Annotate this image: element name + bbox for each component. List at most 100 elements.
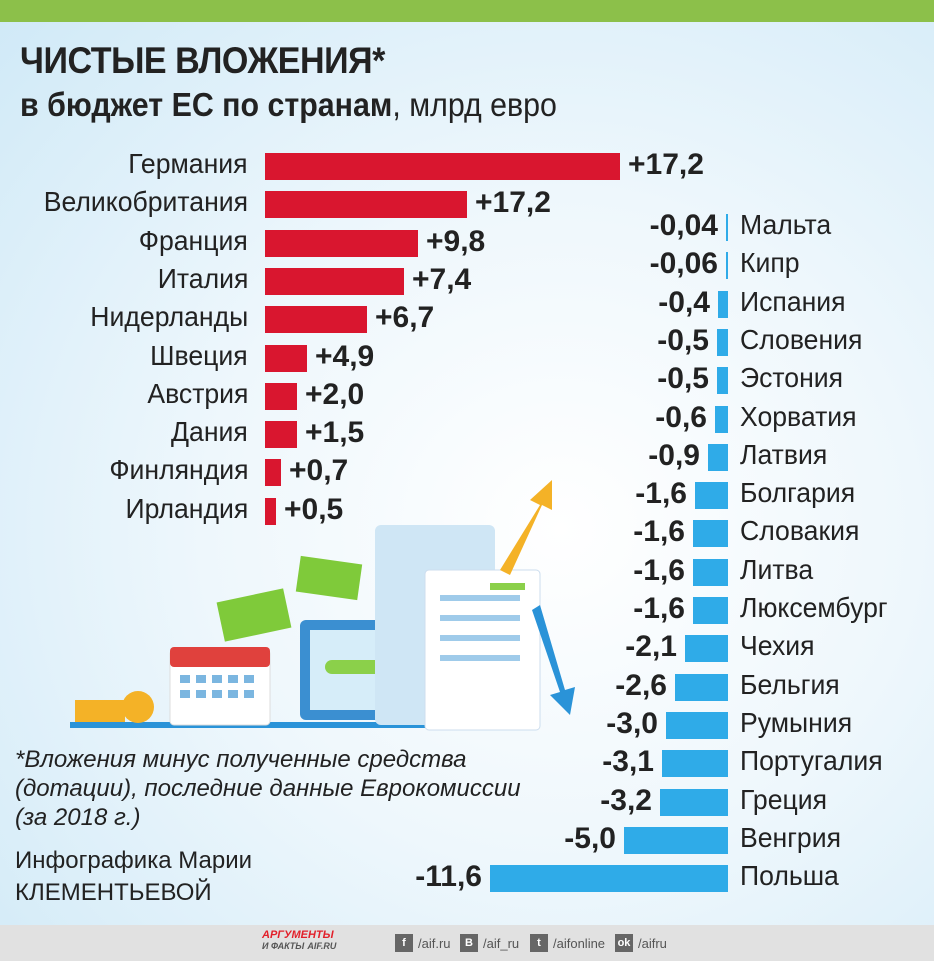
bar-negative [685,635,728,663]
value-label: -2,1 [625,630,677,664]
footnote: *Вложения минус полученные средства (дот… [15,746,521,831]
country-label: Великобритания [43,186,248,218]
value-label: -1,6 [635,477,687,511]
country-label: Португалия [740,745,883,777]
credit-author: КЛЕМЕНТЬЕВОЙ [15,879,212,906]
bar-negative [693,597,728,624]
bar-positive [265,191,467,219]
country-label: Бельгия [740,668,840,700]
country-label: Германия [128,148,248,179]
value-label: +6,7 [375,301,435,335]
top-accent-bar [0,0,934,22]
country-label: Нидерланды [90,301,248,333]
bar-positive [265,267,404,295]
value-label: +17,2 [628,148,704,181]
country-label: Австрия [146,377,248,409]
odnoklassniki-icon: ok [615,934,633,952]
value-label: +7,4 [412,262,472,296]
value-label: +0,5 [284,492,344,526]
country-label: Финляндия [108,454,248,486]
bar-positive [265,421,297,449]
country-label: Литва [740,553,814,585]
country-label: Эстония [740,362,844,394]
value-label: -0,5 [657,323,709,357]
country-label: Греция [740,783,827,815]
value-label: -0,06 [649,247,718,281]
country-label: Чехия [740,630,815,662]
value-label: -0,04 [649,209,718,242]
country-label: Хорватия [740,400,857,432]
bar-negative [624,826,728,854]
value-label: -2,6 [615,668,667,702]
subtitle-bold: в бюджет ЕС по странам [20,86,393,123]
value-label: -3,0 [606,706,658,740]
country-label: Кипр [740,247,800,279]
value-label: +9,8 [426,224,486,258]
value-label: -1,6 [633,592,685,625]
chart-subtitle: в бюджет ЕС по странам, млрд евро [20,86,557,124]
country-label: Швеция [150,339,248,371]
bar-positive [265,153,620,180]
country-label: Румыния [740,706,853,738]
country-label: Словения [740,323,863,355]
social-link[interactable]: f/aif.ru [395,934,451,952]
country-label: Испания [740,285,846,317]
bar-negative [715,405,728,433]
credit: Инфографика Марии КЛЕМЕНТЬЕВОЙ [15,845,252,909]
bar-negative [662,750,728,778]
country-label: Франция [139,224,248,256]
country-label: Болгария [740,477,856,509]
country-label: Люксембург [740,592,888,623]
social-link[interactable]: B/aif_ru [460,934,519,952]
country-label: Италия [157,262,248,294]
subtitle-unit: , млрд евро [392,86,557,123]
bar-positive [265,306,367,334]
value-label: -1,6 [633,515,685,549]
social-link[interactable]: ok/aifru [615,934,667,952]
value-label: -0,6 [655,400,707,434]
credit-line: Инфографика Марии [15,847,253,874]
value-label: +4,9 [315,339,375,373]
finance-illustration [70,480,575,731]
country-label: Польша [740,860,839,892]
bar-positive [265,382,297,410]
bar-negative [717,367,728,395]
social-handle: /aif.ru [418,935,451,951]
value-label: +2,0 [305,377,365,411]
value-label: +1,5 [305,416,365,450]
facebook-icon: f [395,934,413,952]
bar-negative [717,328,728,356]
bar-negative [726,214,728,241]
value-label: +17,2 [475,186,551,220]
bar-positive [265,497,276,525]
country-label: Мальта [740,209,832,240]
value-label: -0,9 [648,438,700,472]
social-handle: /aifru [638,935,667,951]
social-link[interactable]: t/aifonline [530,934,605,952]
aif-logo[interactable]: АРГУМЕНТЫ И ФАКТЫ AIF.RU [262,929,337,952]
country-label: Венгрия [740,821,841,853]
bar-negative [695,482,728,510]
value-label: +0,7 [289,454,349,488]
social-handle: /aif_ru [483,935,520,951]
country-label: Дания [171,416,248,448]
value-label: -0,4 [658,285,710,319]
value-label: -3,1 [602,745,654,779]
social-handle: /aifonline [553,935,606,951]
bar-positive [265,344,307,372]
bar-negative [726,252,728,280]
value-label: -3,2 [600,783,652,817]
country-label: Латвия [740,438,828,470]
value-label: -1,6 [633,553,685,587]
bar-negative [693,558,728,586]
bar-positive [265,459,281,487]
bar-negative [490,865,728,893]
bar-negative [666,711,728,739]
value-label: -0,5 [657,362,709,396]
bar-negative [708,443,728,471]
bar-negative [718,290,728,318]
vk-icon: B [460,934,478,952]
twitter-icon: t [530,934,548,952]
value-label: -11,6 [415,860,482,894]
bar-negative [660,788,728,816]
